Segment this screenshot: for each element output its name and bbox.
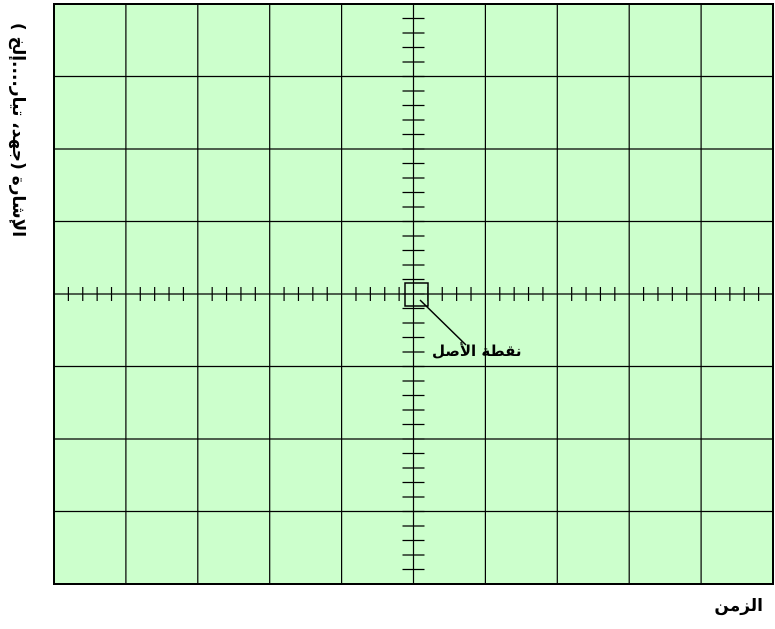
origin-pointer-line — [419, 299, 467, 346]
origin-label: نقطة الأصل — [432, 342, 522, 360]
y-axis-label: الإشارة (جهد، تيار....إلخ ) — [8, 22, 28, 238]
x-axis-label: الزمن — [714, 596, 763, 616]
axis-ticks — [67, 17, 760, 571]
origin-marker — [404, 282, 429, 307]
